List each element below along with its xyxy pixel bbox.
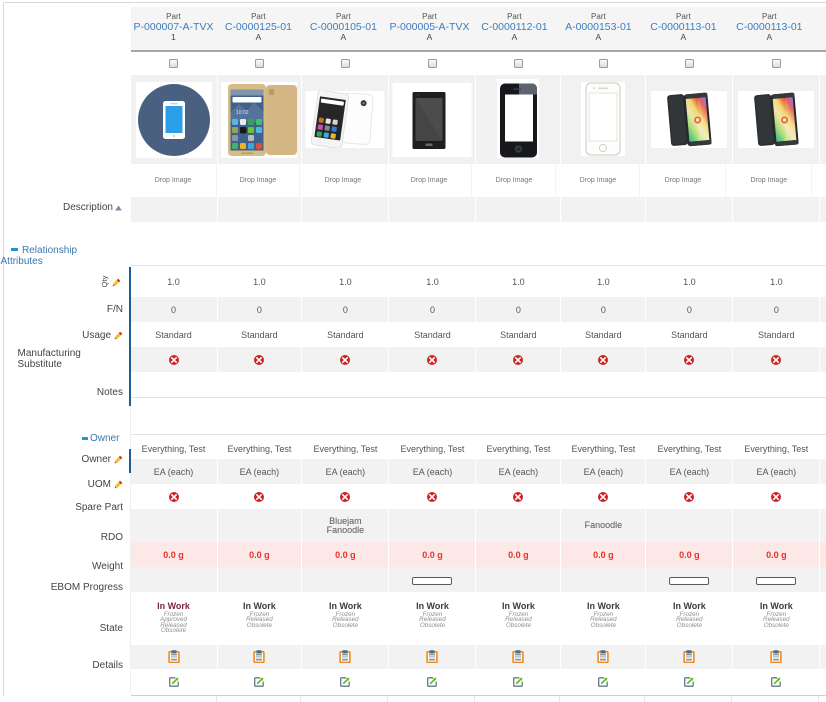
svg-text:10:02: 10:02 <box>236 110 249 116</box>
